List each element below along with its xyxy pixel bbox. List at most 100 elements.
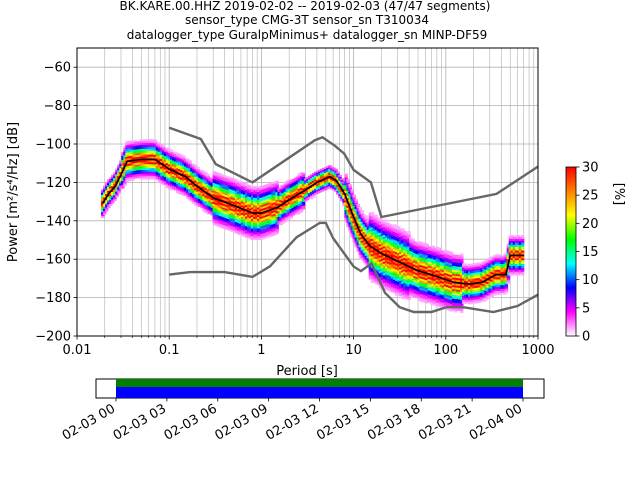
density-cell bbox=[425, 257, 429, 260]
density-cell bbox=[202, 178, 206, 181]
density-cell bbox=[228, 177, 233, 180]
density-cell bbox=[464, 284, 468, 287]
density-cell bbox=[277, 197, 281, 200]
density-cell bbox=[236, 213, 241, 216]
density-cell bbox=[378, 240, 383, 243]
density-cell bbox=[447, 304, 452, 307]
density-cell bbox=[129, 169, 133, 172]
density-cell bbox=[196, 168, 200, 171]
density-cell bbox=[336, 179, 340, 182]
density-cell bbox=[317, 181, 322, 184]
density-cell bbox=[407, 296, 411, 299]
density-cell bbox=[163, 171, 168, 174]
density-cell bbox=[374, 226, 379, 229]
density-cell bbox=[397, 226, 401, 229]
density-cell bbox=[413, 270, 417, 273]
density-cell bbox=[178, 182, 182, 185]
density-cell bbox=[289, 212, 294, 215]
density-cell bbox=[506, 276, 511, 279]
density-cell bbox=[447, 251, 452, 254]
density-cell bbox=[151, 141, 156, 144]
density-cell bbox=[277, 220, 281, 223]
density-cell bbox=[372, 263, 377, 266]
density-cell bbox=[176, 158, 180, 161]
density-cell bbox=[415, 271, 419, 274]
density-cell bbox=[265, 205, 269, 208]
density-cell bbox=[295, 191, 300, 194]
density-cell bbox=[289, 193, 294, 196]
density-cell bbox=[210, 198, 214, 201]
density-cell bbox=[283, 205, 288, 208]
density-cell bbox=[234, 193, 239, 196]
density-cell bbox=[242, 217, 247, 220]
density-cell bbox=[123, 174, 127, 177]
density-cell bbox=[358, 251, 363, 254]
density-cell bbox=[466, 292, 470, 295]
density-cell bbox=[283, 207, 288, 210]
density-cell bbox=[244, 195, 249, 198]
density-cell bbox=[407, 273, 411, 276]
density-cell bbox=[498, 265, 503, 268]
density-cell bbox=[415, 294, 419, 297]
density-cell bbox=[113, 181, 117, 184]
density-cell bbox=[145, 166, 150, 169]
density-cell bbox=[214, 220, 219, 223]
density-cell bbox=[151, 150, 156, 153]
density-cell bbox=[267, 225, 271, 228]
density-cell bbox=[153, 177, 158, 180]
density-cell bbox=[269, 228, 273, 231]
density-cell bbox=[397, 254, 401, 257]
density-cell bbox=[441, 270, 446, 273]
density-cell bbox=[449, 253, 454, 256]
density-cell bbox=[472, 286, 476, 289]
density-cell bbox=[273, 202, 277, 205]
density-cell bbox=[137, 174, 141, 177]
density-cell bbox=[113, 176, 117, 179]
density-cell bbox=[198, 197, 202, 200]
density-cell bbox=[386, 259, 391, 262]
density-cell bbox=[190, 184, 194, 187]
density-cell bbox=[453, 271, 458, 274]
density-cell bbox=[133, 163, 137, 166]
density-cell bbox=[230, 181, 235, 184]
density-cell bbox=[360, 210, 365, 213]
density-cell bbox=[328, 169, 332, 172]
density-cell bbox=[374, 268, 379, 271]
density-cell bbox=[263, 207, 267, 210]
density-cell bbox=[346, 196, 350, 199]
density-cell bbox=[354, 216, 359, 219]
density-cell bbox=[127, 140, 131, 143]
density-cell bbox=[293, 210, 298, 213]
density-cell bbox=[433, 303, 438, 306]
density-cell bbox=[165, 174, 170, 177]
density-cell bbox=[226, 178, 231, 181]
density-cell bbox=[240, 191, 245, 194]
density-cell bbox=[295, 205, 300, 208]
density-cell bbox=[415, 250, 419, 253]
density-cell bbox=[145, 164, 150, 167]
density-cell bbox=[437, 289, 442, 292]
density-cell bbox=[324, 188, 328, 191]
density-cell bbox=[275, 190, 279, 193]
density-cell bbox=[340, 191, 344, 194]
density-cell bbox=[255, 232, 259, 235]
density-cell bbox=[279, 215, 283, 218]
density-cell bbox=[283, 193, 288, 196]
density-cell bbox=[462, 299, 466, 302]
density-cell bbox=[484, 260, 488, 263]
density-cell bbox=[232, 217, 237, 220]
density-cell bbox=[275, 203, 279, 206]
density-cell bbox=[131, 140, 135, 143]
density-cell bbox=[267, 229, 271, 232]
density-cell bbox=[202, 196, 206, 199]
density-cell bbox=[109, 178, 113, 181]
density-cell bbox=[212, 177, 217, 180]
density-cell bbox=[238, 189, 243, 192]
density-cell bbox=[368, 239, 373, 242]
density-cell bbox=[506, 280, 511, 283]
density-cell bbox=[441, 285, 446, 288]
density-cell bbox=[115, 176, 119, 179]
density-cell bbox=[494, 290, 498, 293]
density-cell bbox=[242, 188, 247, 191]
density-cell bbox=[423, 281, 427, 284]
